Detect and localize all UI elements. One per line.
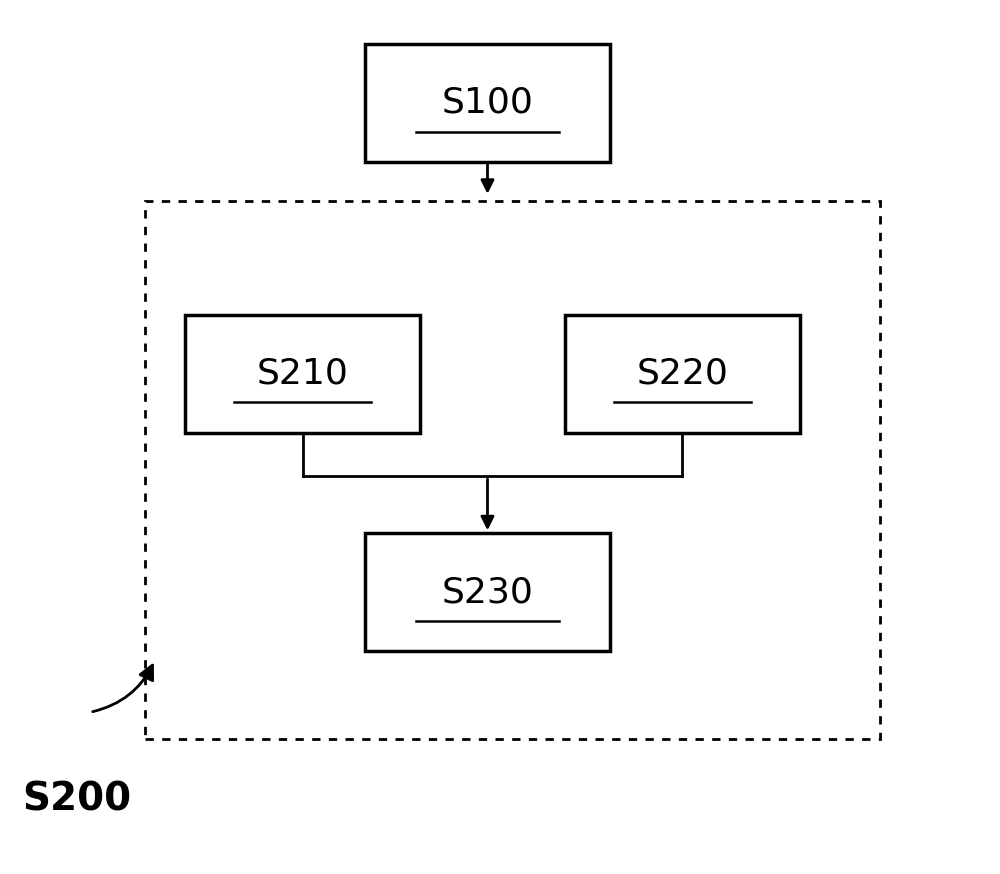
Text: S210: S210 — [257, 357, 348, 391]
Bar — [145, 201, 880, 739]
Bar — [365, 44, 610, 162]
Text: S200: S200 — [22, 780, 131, 819]
Text: S230: S230 — [442, 575, 533, 609]
Text: S100: S100 — [442, 86, 533, 120]
Bar — [565, 315, 800, 433]
Bar — [365, 533, 610, 651]
Text: S220: S220 — [637, 357, 728, 391]
Bar — [185, 315, 420, 433]
